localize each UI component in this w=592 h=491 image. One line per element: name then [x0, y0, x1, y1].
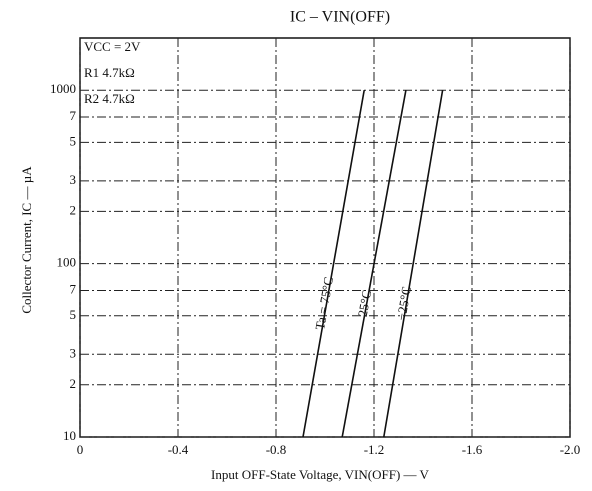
- annotation: R2 4.7kΩ: [84, 91, 135, 106]
- y-tick-label: 2: [70, 376, 77, 391]
- y-tick-label: 2: [70, 202, 77, 217]
- series-label: Ta = 75°C: [312, 276, 336, 331]
- y-axis-label: Collector Current, IC — µA: [19, 166, 34, 314]
- series-label: 25°C: [355, 289, 375, 318]
- x-tick-label: -1.6: [462, 442, 483, 457]
- x-axis-label: Input OFF-State Voltage, VIN(OFF) — V: [211, 467, 429, 482]
- y-tick-label: 7: [70, 108, 77, 123]
- y-tick-label: 7: [70, 281, 77, 296]
- x-tick-label: 0: [77, 442, 84, 457]
- x-tick-label: -0.4: [168, 442, 189, 457]
- series-line: [302, 90, 365, 438]
- x-tick-label: -0.8: [266, 442, 287, 457]
- y-tick-label: 3: [70, 345, 77, 360]
- y-tick-label: 100: [57, 255, 77, 270]
- annotation: VCC = 2V: [84, 39, 141, 54]
- y-tick-label: 5: [70, 307, 77, 322]
- annotation: R1 4.7kΩ: [84, 65, 135, 80]
- plot-frame: [79, 37, 571, 438]
- y-tick-label: 10: [63, 428, 76, 443]
- y-tick-label: 5: [70, 133, 77, 148]
- y-tick-label: 1000: [50, 81, 76, 96]
- x-tick-label: -1.2: [364, 442, 385, 457]
- series-label: −25°C: [393, 285, 414, 321]
- y-tick-label: 3: [70, 172, 77, 187]
- x-tick-label: -2.0: [560, 442, 581, 457]
- series-line: [341, 90, 407, 438]
- chart-title: IC – VIN(OFF): [290, 9, 390, 26]
- series-line: [383, 90, 444, 438]
